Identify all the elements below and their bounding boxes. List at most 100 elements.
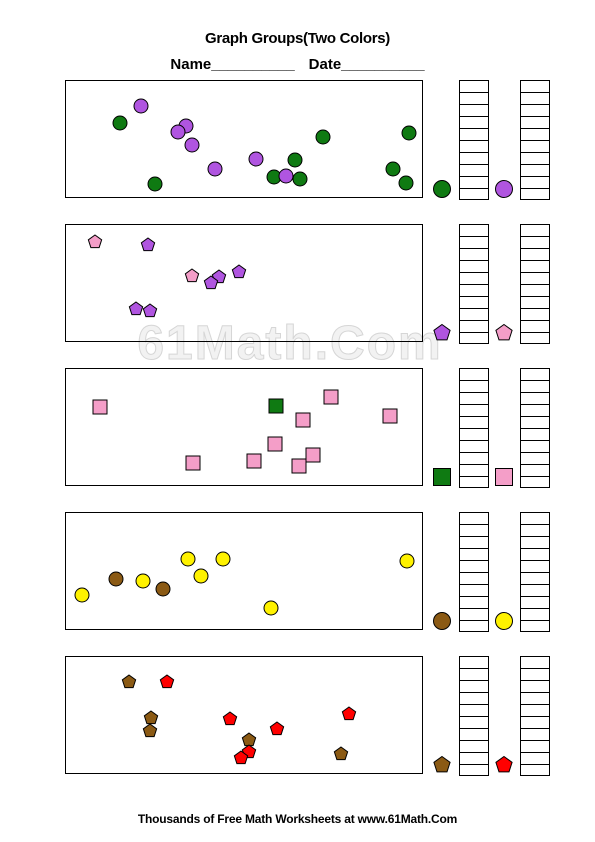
tally-cell[interactable] (521, 693, 549, 705)
tally-cell[interactable] (460, 621, 488, 633)
tally-cell[interactable] (521, 321, 549, 333)
tally-cell[interactable] (460, 609, 488, 621)
tally-cell[interactable] (460, 189, 488, 201)
tally-cell[interactable] (521, 333, 549, 345)
tally-cell[interactable] (460, 117, 488, 129)
tally-cell[interactable] (460, 741, 488, 753)
tally-cell[interactable] (460, 273, 488, 285)
tally-cell[interactable] (521, 477, 549, 489)
tally-cell[interactable] (521, 513, 549, 525)
tally-cell[interactable] (460, 321, 488, 333)
tally-cell[interactable] (460, 429, 488, 441)
tally-cell[interactable] (460, 453, 488, 465)
tally-cell[interactable] (460, 141, 488, 153)
tally-cell[interactable] (460, 465, 488, 477)
tally-cell[interactable] (521, 669, 549, 681)
tally-cell[interactable] (521, 453, 549, 465)
tally-cell[interactable] (460, 249, 488, 261)
tally-cell[interactable] (521, 585, 549, 597)
tally-cell[interactable] (521, 681, 549, 693)
tally-cell[interactable] (521, 537, 549, 549)
tally-cell[interactable] (460, 381, 488, 393)
tally-cell[interactable] (460, 153, 488, 165)
tally-cell[interactable] (460, 129, 488, 141)
tally-cell[interactable] (521, 705, 549, 717)
tally-cell[interactable] (460, 681, 488, 693)
tally-cell[interactable] (460, 393, 488, 405)
tally-cell[interactable] (521, 141, 549, 153)
tally-cell[interactable] (521, 297, 549, 309)
tally-cell[interactable] (521, 381, 549, 393)
tally-cell[interactable] (460, 729, 488, 741)
tally-cell[interactable] (460, 585, 488, 597)
tally-cell[interactable] (521, 117, 549, 129)
tally-cell[interactable] (521, 441, 549, 453)
tally-cell[interactable] (460, 333, 488, 345)
tally-cell[interactable] (521, 309, 549, 321)
tally-cell[interactable] (460, 225, 488, 237)
tally-cell[interactable] (521, 105, 549, 117)
tally-cell[interactable] (521, 525, 549, 537)
tally-cell[interactable] (460, 417, 488, 429)
tally-cell[interactable] (460, 105, 488, 117)
tally-cell[interactable] (521, 561, 549, 573)
tally-cell[interactable] (521, 177, 549, 189)
tally-cell[interactable] (521, 417, 549, 429)
tally-cell[interactable] (521, 225, 549, 237)
tally-cell[interactable] (521, 285, 549, 297)
tally-cell[interactable] (460, 561, 488, 573)
date-field[interactable]: Date__________ (308, 56, 425, 73)
tally-cell[interactable] (460, 477, 488, 489)
tally-cell[interactable] (521, 729, 549, 741)
tally-cell[interactable] (460, 405, 488, 417)
tally-cell[interactable] (460, 177, 488, 189)
tally-cell[interactable] (460, 309, 488, 321)
tally-cell[interactable] (521, 765, 549, 777)
tally-cell[interactable] (460, 657, 488, 669)
tally-cell[interactable] (460, 537, 488, 549)
tally-cell[interactable] (521, 549, 549, 561)
tally-cell[interactable] (521, 393, 549, 405)
tally-cell[interactable] (460, 261, 488, 273)
tally-cell[interactable] (521, 741, 549, 753)
tally-cell[interactable] (460, 525, 488, 537)
tally-cell[interactable] (460, 513, 488, 525)
tally-cell[interactable] (521, 465, 549, 477)
tally-cell[interactable] (460, 573, 488, 585)
tally-cell[interactable] (460, 705, 488, 717)
tally-cell[interactable] (521, 573, 549, 585)
tally-cell[interactable] (521, 597, 549, 609)
tally-cell[interactable] (521, 261, 549, 273)
tally-cell[interactable] (460, 93, 488, 105)
tally-cell[interactable] (521, 153, 549, 165)
tally-cell[interactable] (460, 669, 488, 681)
tally-cell[interactable] (521, 621, 549, 633)
tally-cell[interactable] (521, 165, 549, 177)
tally-cell[interactable] (460, 765, 488, 777)
name-field[interactable]: Name__________ (170, 56, 295, 73)
tally-cell[interactable] (460, 165, 488, 177)
tally-cell[interactable] (521, 93, 549, 105)
tally-cell[interactable] (521, 429, 549, 441)
tally-cell[interactable] (521, 753, 549, 765)
tally-cell[interactable] (521, 657, 549, 669)
tally-cell[interactable] (460, 441, 488, 453)
tally-cell[interactable] (521, 189, 549, 201)
tally-cell[interactable] (460, 693, 488, 705)
tally-cell[interactable] (460, 369, 488, 381)
tally-cell[interactable] (460, 549, 488, 561)
tally-cell[interactable] (521, 717, 549, 729)
tally-cell[interactable] (460, 753, 488, 765)
tally-cell[interactable] (521, 405, 549, 417)
tally-cell[interactable] (460, 237, 488, 249)
tally-cell[interactable] (460, 597, 488, 609)
tally-cell[interactable] (521, 249, 549, 261)
tally-cell[interactable] (521, 129, 549, 141)
tally-cell[interactable] (521, 237, 549, 249)
tally-cell[interactable] (460, 717, 488, 729)
tally-cell[interactable] (521, 273, 549, 285)
tally-cell[interactable] (460, 81, 488, 93)
tally-cell[interactable] (521, 609, 549, 621)
tally-cell[interactable] (521, 81, 549, 93)
tally-cell[interactable] (460, 297, 488, 309)
